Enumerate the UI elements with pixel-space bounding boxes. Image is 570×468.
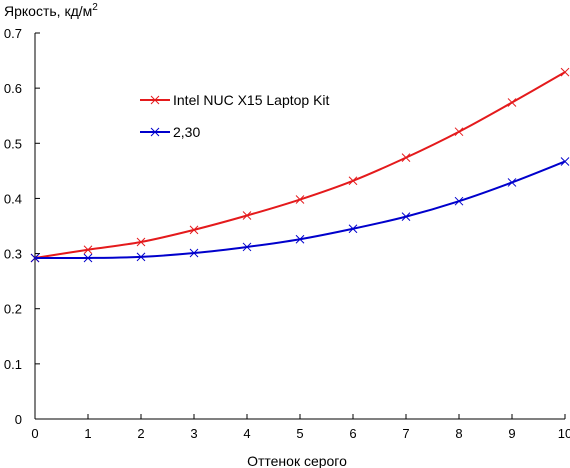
data-point-marker (83, 253, 93, 263)
marker-stroke (189, 225, 199, 235)
marker-stroke (454, 196, 464, 206)
x-tick-label: 2 (137, 426, 144, 441)
x-tick: 3 (190, 414, 198, 441)
data-point-marker (454, 127, 464, 137)
marker-stroke (295, 195, 305, 204)
data-point-marker (242, 211, 252, 220)
marker-stroke (295, 234, 305, 244)
x-tick-label: 5 (296, 426, 303, 441)
data-point-marker (30, 253, 40, 263)
marker-stroke (507, 178, 517, 187)
x-tick-label: 3 (190, 426, 197, 441)
y-tick: 0.5 (4, 136, 40, 151)
x-tick: 8 (455, 414, 463, 441)
x-tick-label: 8 (455, 426, 462, 441)
legend-item-2: 2,30 (140, 124, 200, 140)
data-point-marker (401, 153, 411, 162)
marker-stroke (560, 67, 570, 77)
axes: 0 1 2 3 4 5 6 7 8 9 10 0 0.1 0.2 0.3 0.4 0.5 0.6 0.7 (4, 26, 570, 441)
marker-stroke (136, 237, 146, 247)
marker-stroke (560, 157, 570, 166)
legend-marker (150, 95, 160, 105)
y-tick: 0.3 (4, 247, 40, 262)
legend-label: 2,30 (173, 124, 200, 140)
x-tick: 9 (508, 414, 516, 441)
data-point-marker (189, 248, 199, 258)
marker-stroke (401, 212, 411, 221)
x-tick: 6 (349, 414, 357, 441)
x-tick-label: 0 (31, 426, 38, 441)
y-tick: 0.6 (4, 81, 40, 96)
data-point-marker (295, 234, 305, 244)
marker-stroke (242, 242, 252, 252)
y-tick-label: 0.1 (4, 357, 22, 372)
y-tick-label: 0.7 (4, 26, 22, 41)
data-point-marker (348, 176, 358, 186)
x-tick: 0 (31, 414, 39, 441)
marker-stroke (83, 245, 93, 255)
x-tick-label: 6 (349, 426, 356, 441)
data-point-marker (83, 245, 93, 255)
x-tick-label: 10 (558, 426, 570, 441)
x-tick: 5 (296, 414, 304, 441)
x-tick: 10 (558, 414, 570, 441)
data-point-marker (189, 225, 199, 235)
y-tick-label: 0.5 (4, 136, 22, 151)
x-tick: 1 (84, 414, 92, 441)
y-tick-label: 0 (15, 412, 22, 427)
series-line-2 (34, 160, 566, 260)
marker-stroke (150, 95, 160, 105)
marker-stroke (189, 248, 199, 258)
marker-stroke (83, 253, 93, 263)
x-tick-label: 7 (402, 426, 409, 441)
marker-stroke (150, 127, 160, 137)
x-tick: 4 (243, 414, 251, 441)
data-point-marker (136, 252, 146, 262)
data-point-marker (507, 178, 517, 187)
y-tick: 0.1 (4, 357, 40, 372)
y-tick: 0.7 (4, 26, 40, 41)
marker-stroke (242, 211, 252, 220)
marker-stroke (401, 153, 411, 162)
marker-stroke (348, 176, 358, 186)
marker-stroke (30, 253, 40, 263)
data-point-marker (560, 157, 570, 166)
y-tick-label: 0.6 (4, 81, 22, 96)
legend: Intel NUC X15 Laptop Kit 2,30 (140, 92, 330, 140)
data-point-marker (242, 242, 252, 252)
y-tick-label: 0.3 (4, 247, 22, 262)
y-tick-label: 0.2 (4, 302, 22, 317)
x-tick: 7 (402, 414, 410, 441)
x-tick: 2 (137, 414, 145, 441)
legend-item-1: Intel NUC X15 Laptop Kit (140, 92, 330, 108)
series-markers (30, 67, 570, 263)
data-point-marker (401, 212, 411, 221)
legend-label: Intel NUC X15 Laptop Kit (173, 92, 330, 108)
x-axis-label: Оттенок серого (247, 453, 347, 468)
data-point-marker (454, 196, 464, 206)
marker-stroke (454, 127, 464, 137)
data-point-marker (560, 67, 570, 77)
marker-stroke (507, 98, 517, 107)
x-tick-label: 9 (508, 426, 515, 441)
x-tick-label: 4 (243, 426, 250, 441)
x-tick-label: 1 (84, 426, 91, 441)
data-point-marker (295, 195, 305, 204)
y-axis-label: Яркость, кд/м2 (4, 2, 98, 19)
marker-stroke (136, 252, 146, 262)
y-tick: 0.4 (4, 191, 40, 206)
data-point-marker (348, 224, 358, 234)
data-point-marker (136, 237, 146, 247)
marker-stroke (348, 224, 358, 234)
data-point-marker (507, 98, 517, 107)
y-tick: 0 (15, 412, 40, 427)
legend-marker (150, 127, 160, 137)
y-tick: 0.2 (4, 302, 40, 317)
y-tick-label: 0.4 (4, 191, 22, 206)
